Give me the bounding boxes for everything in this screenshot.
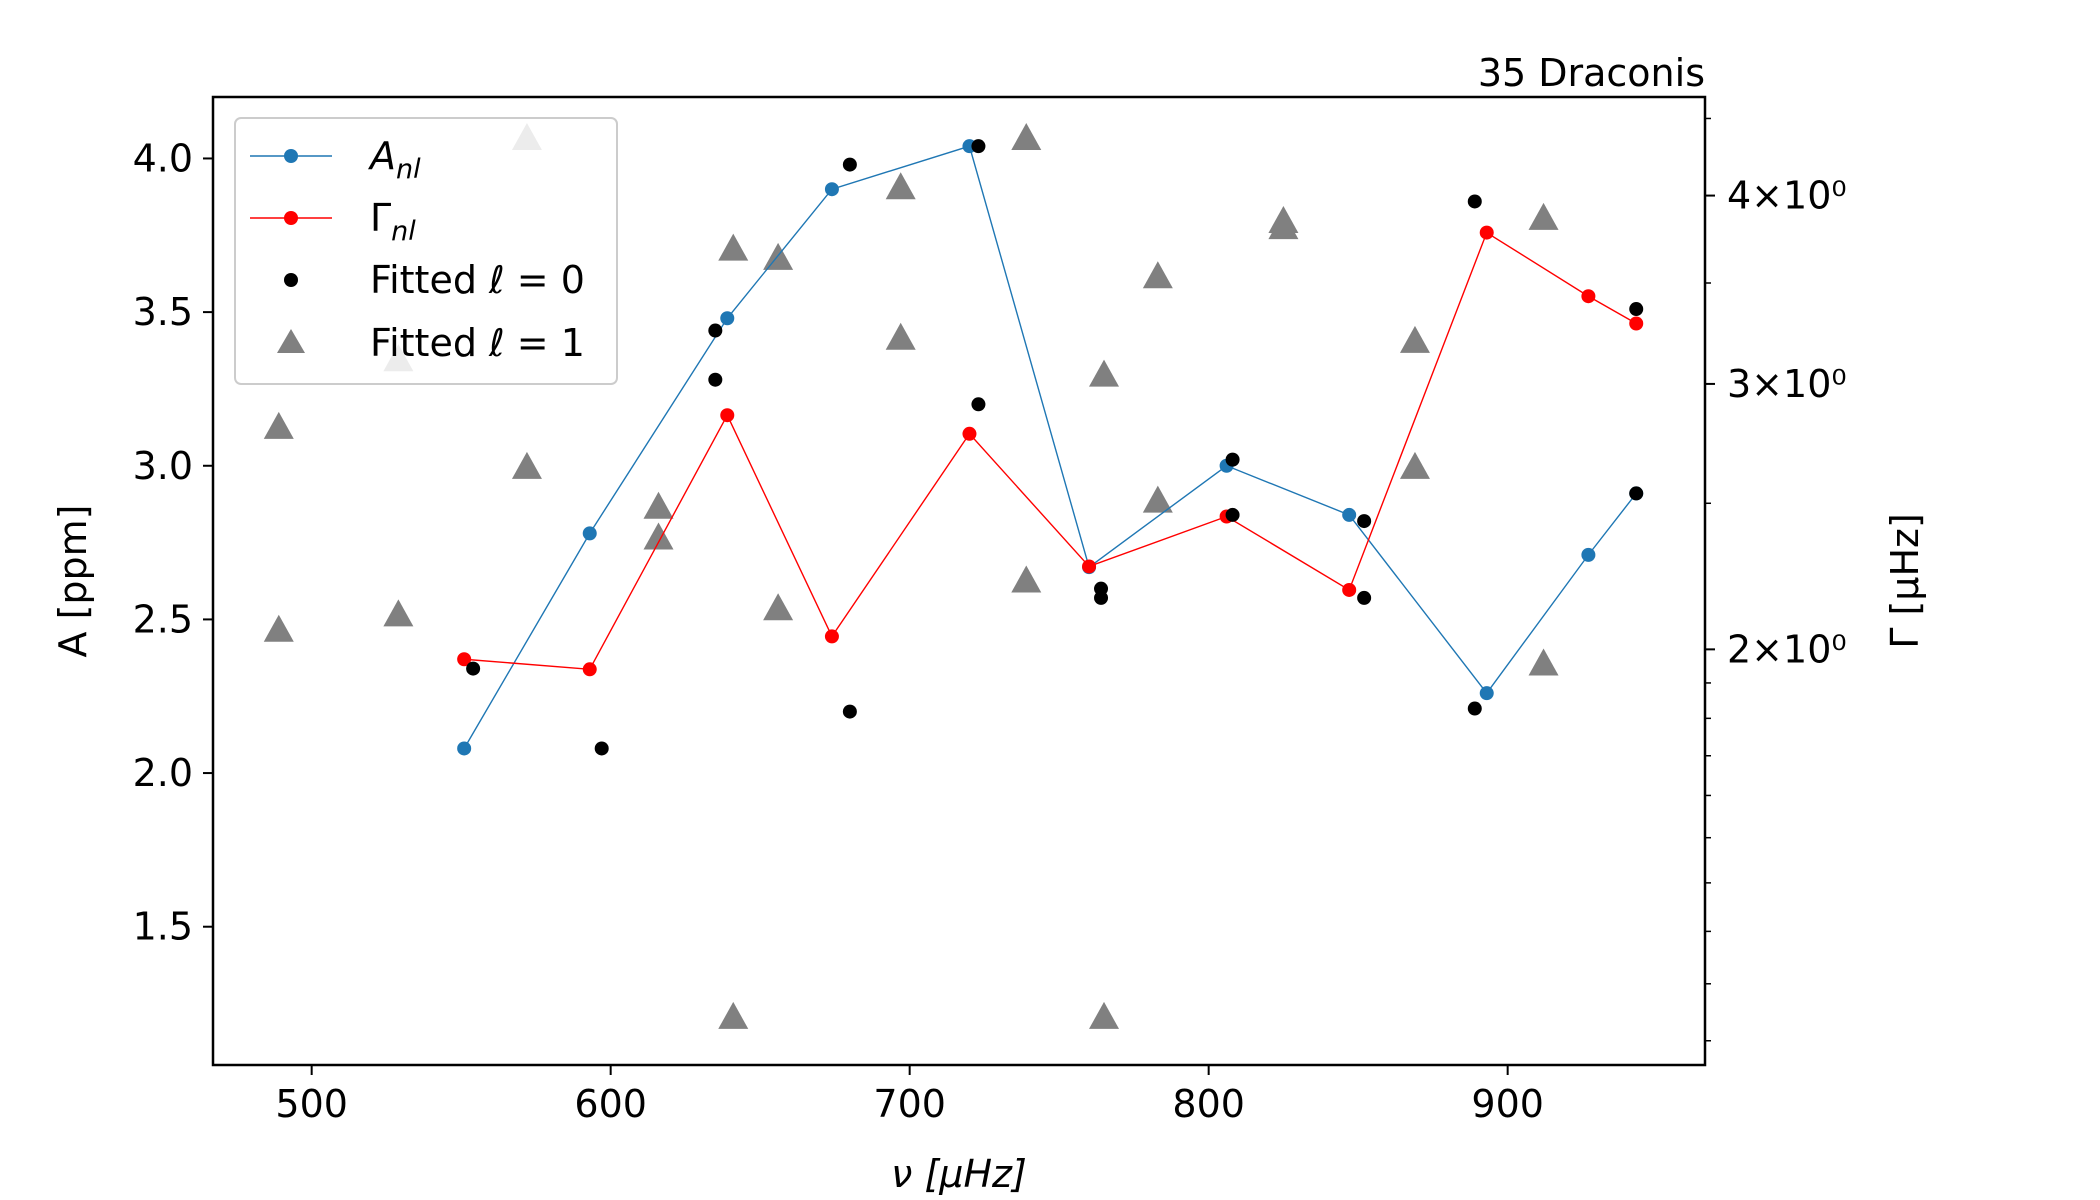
y-axis-ticks: 1.5 2.0 2.5 3.0 3.5 4.0 [133, 136, 213, 949]
legend-fit0-label: Fitted ℓ = 0 [370, 258, 585, 302]
fit1-point [885, 322, 916, 350]
fit1-point [383, 599, 414, 627]
y-axis-label: A [ppm] [51, 505, 95, 658]
fit1-point [1399, 325, 1430, 353]
a-point [1342, 507, 1357, 522]
x-axis-label: ν [μHz] [891, 1152, 1027, 1196]
fit0-point [594, 741, 609, 756]
fit0-point [1467, 701, 1482, 716]
plot-area [263, 123, 1644, 1029]
legend-a-main: A [367, 134, 396, 178]
x-tick-label: 700 [873, 1082, 946, 1126]
gamma-point [1629, 316, 1644, 331]
fit0-point [971, 139, 986, 154]
a-series-line [463, 145, 1637, 749]
fit0-point [1225, 507, 1240, 522]
fit1-point [1011, 565, 1042, 593]
a-point [824, 182, 839, 197]
y2-axis-ticks: 2×10⁰ 3×10⁰ 4×10⁰ [1705, 117, 1847, 1042]
a-point [720, 311, 735, 326]
fit1-point [885, 172, 916, 200]
gamma-series-line [464, 231, 1637, 671]
a-point [1479, 686, 1494, 701]
fit1-point [1528, 202, 1559, 230]
fit1-point [1528, 648, 1559, 676]
x-tick-label: 500 [275, 1082, 348, 1126]
fit1-point [718, 1001, 749, 1029]
legend-gamma-marker [284, 211, 298, 225]
gamma-point [1342, 582, 1357, 597]
fit0-point [1225, 452, 1240, 467]
gamma-point [1082, 559, 1097, 574]
fit1-point [643, 491, 674, 519]
y2-tick-label: 4×10⁰ [1727, 174, 1847, 218]
fit1-point [1142, 261, 1173, 289]
fit1-point [1089, 359, 1120, 387]
y2-axis-label: Γ [μHz] [1883, 513, 1927, 649]
a-point [1581, 547, 1596, 562]
fit1-point [763, 593, 794, 621]
fit0-point [1357, 590, 1372, 605]
fit0-point [708, 372, 723, 387]
fit0-point [842, 157, 857, 172]
x-tick-label: 600 [574, 1082, 647, 1126]
gamma-point [582, 662, 597, 677]
fit1-point [1399, 451, 1430, 479]
legend-a-marker [284, 149, 298, 163]
fit1-point [718, 233, 749, 261]
y-tick-label: 4.0 [133, 136, 193, 180]
fit1-point [1089, 1001, 1120, 1029]
fit1-point [263, 614, 294, 642]
fit1-point [511, 451, 542, 479]
gamma-point [1479, 225, 1494, 240]
y-tick-label: 1.5 [133, 905, 193, 949]
gamma-point [457, 652, 472, 667]
legend-fit1-label: Fitted ℓ = 1 [370, 321, 585, 365]
legend-fit0-marker [284, 273, 298, 287]
legend: Anl Γnl Fitted ℓ = 0 Fitted ℓ = 1 [234, 117, 618, 385]
fit0-point [842, 704, 857, 719]
fit0-point [466, 661, 481, 676]
fit1-point [1268, 212, 1299, 240]
chart-title: 35 Draconis [1478, 51, 1705, 95]
x-axis-ticks: 500 600 700 800 900 [275, 1065, 1544, 1126]
y-tick-label: 3.5 [133, 290, 193, 334]
fit1-point [643, 522, 674, 550]
a-point [582, 526, 597, 541]
x-tick-label: 900 [1471, 1082, 1544, 1126]
gamma-point [1581, 289, 1596, 304]
fit0-point [1357, 514, 1372, 529]
gamma-point [962, 426, 977, 441]
gamma-point [824, 629, 839, 644]
fit0-point [1094, 590, 1109, 605]
y-tick-label: 2.0 [133, 751, 193, 795]
y-tick-label: 2.5 [133, 597, 193, 641]
fit0-point [1629, 486, 1644, 501]
fit0-point [971, 397, 986, 412]
fit0-point [1629, 302, 1644, 317]
fit0-point [708, 323, 723, 338]
legend-a-sub: nl [396, 154, 421, 185]
y2-tick-label: 3×10⁰ [1727, 362, 1847, 406]
fit1-point [1011, 123, 1042, 151]
legend-gamma-main: Γ [370, 196, 391, 240]
legend-box [234, 117, 618, 385]
fit1-point [1142, 485, 1173, 513]
y-tick-label: 3.0 [133, 444, 193, 488]
gamma-point [720, 408, 735, 423]
fit1-point [263, 411, 294, 439]
legend-fit1-marker [277, 329, 305, 353]
axes-frame [211, 95, 1707, 1067]
y2-tick-label: 2×10⁰ [1727, 627, 1847, 671]
fit0-point [1467, 194, 1482, 209]
a-point [457, 741, 472, 756]
x-tick-label: 800 [1172, 1082, 1245, 1126]
legend-gamma-label: Γnl [370, 196, 416, 247]
legend-gamma-sub: nl [391, 216, 416, 247]
legend-a-label: Anl [367, 134, 421, 185]
